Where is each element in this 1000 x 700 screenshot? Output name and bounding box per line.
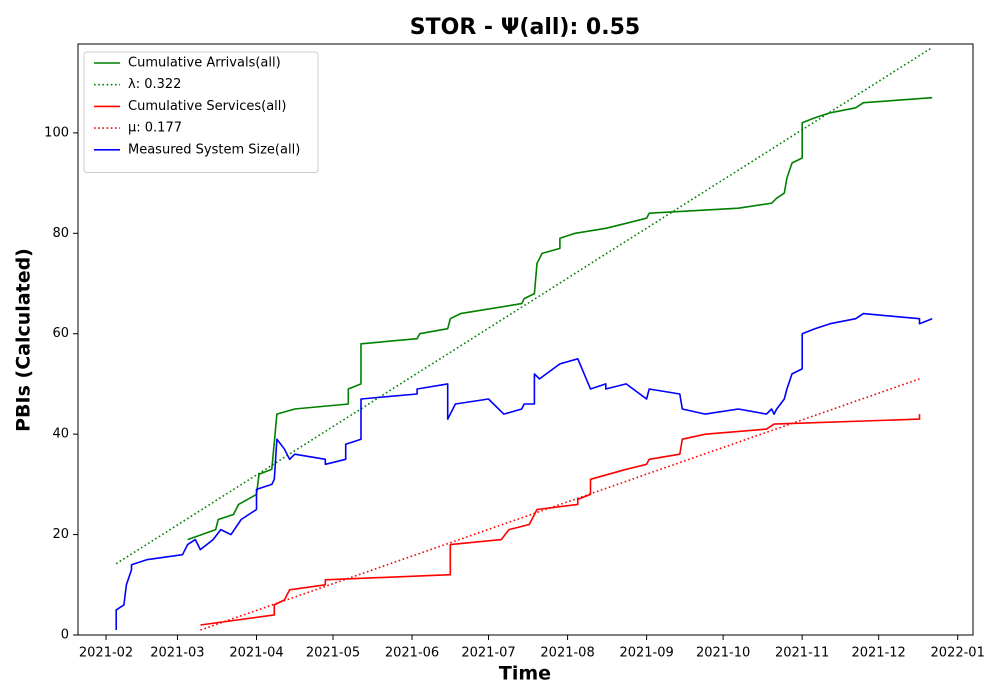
y-tick-label: 60 xyxy=(52,326,69,341)
x-tick-label: 2021-04 xyxy=(229,646,283,661)
series-line xyxy=(200,378,920,631)
y-tick-label: 40 xyxy=(52,427,69,442)
y-axis-label: PBIs (Calculated) xyxy=(13,248,35,432)
y-tick-label: 0 xyxy=(61,628,69,643)
chart-title: STOR - Ψ(all): 0.55 xyxy=(410,15,640,40)
legend-label: Cumulative Services(all) xyxy=(128,99,286,114)
series-line xyxy=(200,414,921,626)
x-axis-label: Time xyxy=(499,663,551,685)
legend-label: μ: 0.177 xyxy=(128,121,182,136)
y-tick-label: 20 xyxy=(52,527,69,542)
x-tick-label: 2021-06 xyxy=(385,646,439,661)
x-tick-label: 2022-01 xyxy=(931,646,985,661)
legend-label: λ: 0.322 xyxy=(128,77,181,92)
y-tick-label: 100 xyxy=(44,125,69,140)
x-tick-label: 2021-07 xyxy=(461,646,515,661)
x-tick-label: 2021-11 xyxy=(775,646,829,661)
x-tick-label: 2021-02 xyxy=(79,646,133,661)
legend-label: Cumulative Arrivals(all) xyxy=(128,56,281,71)
series-line xyxy=(187,96,933,541)
x-tick-label: 2021-09 xyxy=(619,646,673,661)
x-tick-label: 2021-12 xyxy=(851,646,905,661)
plot-frame xyxy=(77,43,974,636)
series-line xyxy=(115,46,933,565)
x-tick-label: 2021-10 xyxy=(696,646,750,661)
legend-label: Measured System Size(all) xyxy=(128,142,300,157)
y-tick-label: 80 xyxy=(52,226,69,241)
x-tick-label: 2021-03 xyxy=(150,646,204,661)
x-tick-label: 2021-08 xyxy=(540,646,594,661)
legend-box xyxy=(83,51,319,173)
series-line xyxy=(115,312,933,630)
x-tick-label: 2021-05 xyxy=(306,646,360,661)
